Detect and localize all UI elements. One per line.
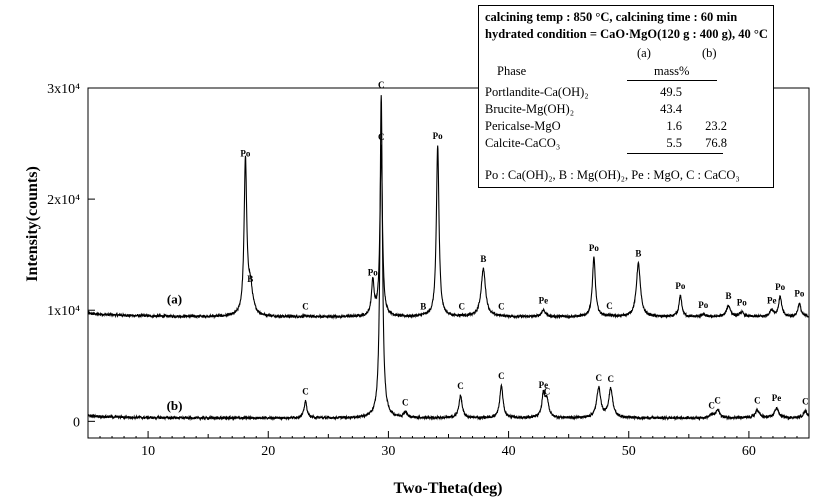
legend-col-a: (a) — [637, 46, 651, 60]
x-tick-label: 30 — [381, 444, 395, 459]
series-line-b — [87, 95, 810, 422]
y-tick-label: 0 — [73, 415, 80, 430]
peak-label: B — [420, 301, 426, 311]
axis-ticks: 10 20 30 40 50 60 0 1x10⁴ 2x10⁴ 3x10⁴ — [47, 82, 810, 459]
peak-label: B — [480, 254, 486, 264]
peak-label: Po — [675, 281, 685, 291]
peak-label: B — [635, 249, 641, 259]
legend-row-a: 49.5 — [660, 85, 682, 99]
peak-label: C — [498, 371, 505, 381]
legend-row-phase: Calcite-CaCO₃ — [485, 136, 561, 150]
peak-label: C — [458, 301, 465, 311]
x-tick-label: 10 — [141, 444, 155, 459]
peak-label: C — [302, 386, 309, 396]
peak-label: Pe — [539, 295, 549, 305]
legend-row-phase: Portlandite-Ca(OH)₂ — [485, 85, 589, 99]
peak-label: Po — [589, 243, 599, 253]
legend-condition-line-2: hydrated condition = CaO·MgO(120 g : 400… — [485, 27, 768, 41]
legend-total-rule — [627, 153, 723, 154]
legend-phase-header: Phase — [497, 64, 527, 78]
peak-label: C — [595, 373, 602, 383]
legend-row-phase: Brucite-Mg(OH)₂ — [485, 102, 575, 116]
peak-label: B — [725, 291, 731, 301]
series-label: (b) — [167, 398, 183, 413]
peak-label: C — [498, 301, 505, 311]
y-axis-label: Intensity(counts) — [24, 166, 41, 282]
peak-label: C — [302, 301, 309, 311]
peak-label: Pe — [772, 393, 782, 403]
peak-label: C — [708, 400, 715, 410]
peak-label: B — [247, 274, 253, 284]
peak-label: Po — [737, 298, 747, 308]
peak-label: C — [402, 398, 409, 408]
series-label: (a) — [167, 292, 182, 307]
legend-row-periclase: Pericalse-MgO 1.6 23.2 — [485, 119, 771, 135]
y-tick-label: 3x10⁴ — [47, 82, 80, 97]
legend-row-a: 43.4 — [660, 102, 682, 116]
peak-label: C — [544, 386, 551, 396]
legend-row-b: 23.2 — [705, 119, 727, 133]
peak-label: C — [607, 374, 614, 384]
peak-label: Po — [433, 131, 443, 141]
peak-label: Pe — [539, 380, 549, 390]
legend-row-phase: Pericalse-MgO — [485, 119, 561, 133]
legend-mass-header: mass% — [654, 64, 690, 78]
series-line-a — [87, 144, 810, 320]
peak-label: Po — [240, 149, 250, 159]
legend-box: calcining temp : 850 °C, calcining time … — [478, 5, 774, 188]
peak-label: C — [754, 395, 761, 405]
peak-label: Po — [698, 300, 708, 310]
x-tick-label: 40 — [502, 444, 516, 459]
legend-row-a: 5.5 — [666, 136, 682, 150]
legend-condition-line-1: calcining temp : 850 °C, calcining time … — [485, 10, 738, 24]
x-tick-label: 60 — [742, 444, 756, 459]
peak-label: C — [457, 381, 464, 391]
x-axis-label: Two-Theta(deg) — [393, 480, 502, 497]
legend-row-a: 1.6 — [666, 119, 682, 133]
legend-row-calcite: Calcite-CaCO₃ 5.5 76.8 — [485, 136, 771, 152]
peak-label: C — [378, 132, 385, 142]
peak-label: C — [606, 301, 613, 311]
legend-footnote: Po : Ca(OH)₂, B : Mg(OH)₂, Pe : MgO, C :… — [485, 168, 740, 182]
peak-label: C — [714, 395, 721, 405]
x-tick-label: 50 — [622, 444, 636, 459]
peak-label: Po — [775, 282, 785, 292]
x-tick-label: 20 — [261, 444, 275, 459]
legend-col-b: (b) — [702, 46, 717, 60]
legend-header-rule — [627, 80, 717, 81]
legend-row-portlandite: Portlandite-Ca(OH)₂ 49.5 — [485, 85, 771, 101]
peak-label: Po — [368, 268, 378, 278]
legend-row-brucite: Brucite-Mg(OH)₂ 43.4 — [485, 102, 771, 118]
peak-label: C — [378, 80, 385, 90]
peak-label: Pe — [767, 295, 777, 305]
y-tick-label: 1x10⁴ — [47, 304, 80, 319]
peak-label: C — [802, 396, 809, 406]
legend-row-b: 76.8 — [705, 136, 727, 150]
y-tick-label: 2x10⁴ — [47, 193, 80, 208]
peak-label: Po — [794, 289, 804, 299]
series-group — [87, 95, 810, 422]
